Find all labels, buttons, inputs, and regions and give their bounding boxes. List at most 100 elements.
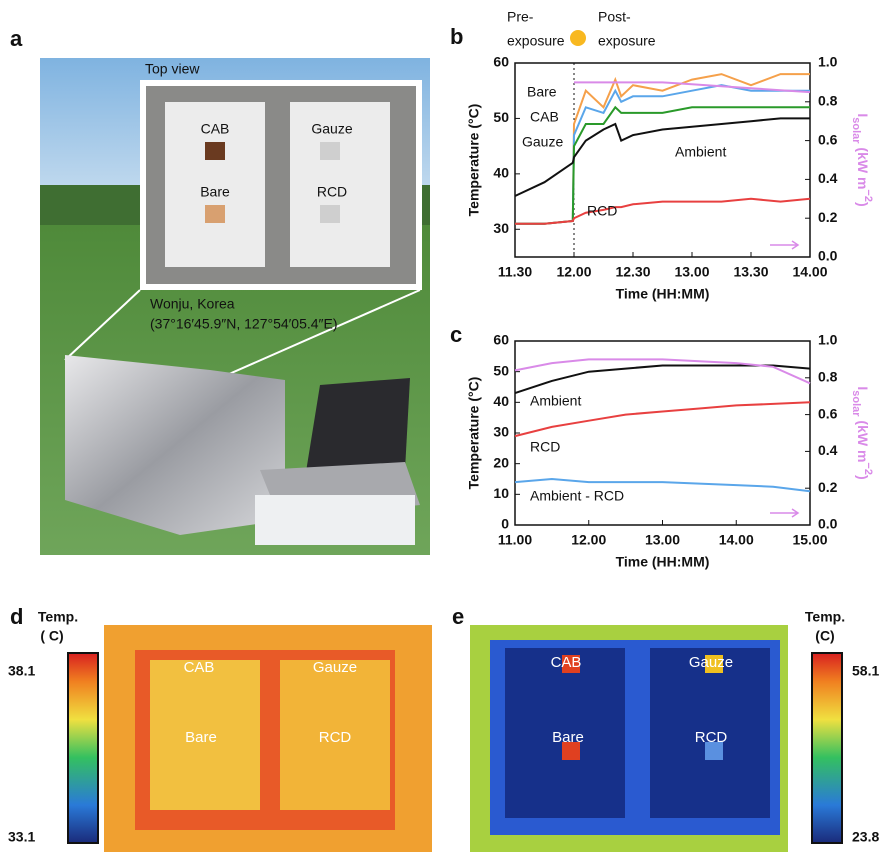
coordinates: (37°16′45.9″N, 127°54′05.4″E) bbox=[150, 316, 337, 332]
panel-letter: d bbox=[10, 604, 23, 629]
y-tick-label: 20 bbox=[493, 454, 509, 470]
y2-tick-label: 0.2 bbox=[818, 209, 838, 225]
series-line bbox=[515, 107, 810, 223]
x-tick-label: 12.00 bbox=[571, 532, 606, 548]
series-label: RCD bbox=[530, 439, 560, 455]
inset-title: Top view bbox=[145, 61, 200, 77]
sample-label: RCD bbox=[317, 184, 347, 200]
sample bbox=[205, 205, 225, 223]
photo-styrofoam bbox=[255, 495, 415, 545]
annotation: Post- bbox=[598, 9, 631, 25]
chart: 01020304050600.00.20.40.60.81.011.0012.0… bbox=[466, 332, 874, 570]
y2-tick-label: 0.8 bbox=[818, 93, 838, 109]
scale-title: Temp. bbox=[805, 609, 845, 625]
y2-axis-label-part: ) bbox=[855, 202, 871, 207]
sample-label: Gauze bbox=[313, 659, 357, 676]
y-tick-label: 30 bbox=[493, 424, 509, 440]
y-axis-label: Temperature (°C) bbox=[466, 104, 482, 217]
panel-letter: c bbox=[450, 322, 462, 347]
series-line bbox=[515, 366, 810, 394]
y-tick-label: 40 bbox=[493, 165, 509, 181]
scale-unit: (C) bbox=[815, 628, 834, 644]
x-tick-label: 13.00 bbox=[645, 532, 680, 548]
photo-box bbox=[65, 355, 285, 535]
sample-label: RCD bbox=[695, 729, 728, 746]
panel-letter: a bbox=[10, 26, 23, 51]
sample-label: Bare bbox=[552, 729, 584, 746]
axis-arrow bbox=[770, 241, 798, 249]
series-label: Ambient bbox=[530, 393, 581, 409]
y2-axis-label-part: −2 bbox=[862, 189, 874, 202]
y2-axis-label-part: (kW m bbox=[855, 417, 871, 463]
y2-tick-label: 0.6 bbox=[818, 405, 838, 421]
series-label: RCD bbox=[587, 203, 617, 219]
y2-axis-label-part: (kW m bbox=[855, 144, 871, 190]
y2-tick-label: 0.4 bbox=[818, 442, 838, 458]
y-tick-label: 50 bbox=[493, 362, 509, 378]
y2-axis-label: Isolar (kW m−2) bbox=[850, 113, 874, 206]
y2-tick-label: 0.0 bbox=[818, 516, 838, 532]
y2-tick-label: 0.8 bbox=[818, 369, 838, 385]
y2-tick-label: 1.0 bbox=[818, 54, 838, 70]
x-axis-label: Time (HH:MM) bbox=[616, 554, 710, 570]
sample-label: Bare bbox=[185, 729, 217, 746]
sample-label: CAB bbox=[184, 659, 215, 676]
scale-title: Temp. bbox=[38, 609, 78, 625]
annotation: Pre- bbox=[507, 9, 534, 25]
panel-letter: e bbox=[452, 604, 464, 629]
plot-frame bbox=[515, 63, 810, 257]
y2-tick-label: 0.6 bbox=[818, 131, 838, 147]
y-tick-label: 30 bbox=[493, 220, 509, 236]
scale-min: 33.1 bbox=[8, 829, 35, 845]
x-axis-label: Time (HH:MM) bbox=[616, 286, 710, 302]
series-label: Ambient bbox=[675, 144, 726, 160]
sample-label: CAB bbox=[551, 654, 582, 671]
series-label: CAB bbox=[530, 109, 559, 125]
y2-axis-label-part: −2 bbox=[862, 462, 874, 475]
y-tick-label: 10 bbox=[493, 485, 509, 501]
series-label: Gauze bbox=[522, 134, 563, 150]
x-tick-label: 11.00 bbox=[498, 532, 532, 548]
panel-a: a Top view CAB Gauze Bare RCD Wonju, Kor… bbox=[10, 26, 430, 555]
y2-axis-label-part: solar bbox=[850, 117, 862, 144]
colorbar bbox=[68, 653, 98, 843]
y2-axis-label-part: solar bbox=[850, 390, 862, 417]
y2-tick-label: 0.4 bbox=[818, 170, 838, 186]
annotation: exposure bbox=[507, 33, 565, 49]
figure: a Top view CAB Gauze Bare RCD Wonju, Kor… bbox=[0, 0, 895, 852]
y-tick-label: 40 bbox=[493, 393, 509, 409]
sample bbox=[320, 142, 340, 160]
scale-min: 23.8 bbox=[852, 829, 879, 845]
x-tick-label: 13.00 bbox=[674, 264, 709, 280]
series-line bbox=[515, 118, 810, 196]
y2-axis-label-part: ) bbox=[855, 475, 871, 480]
y-tick-label: 60 bbox=[493, 54, 509, 70]
series-label: Ambient - RCD bbox=[530, 488, 624, 504]
y2-tick-label: 0.0 bbox=[818, 248, 838, 264]
series-line bbox=[515, 85, 810, 224]
sample-label: Bare bbox=[200, 184, 230, 200]
panel-d: d Temp. ( C) 38.1 33.1 CAB Gauze Bare RC… bbox=[8, 604, 432, 852]
x-tick-label: 12.30 bbox=[615, 264, 650, 280]
x-tick-label: 14.00 bbox=[792, 264, 827, 280]
series-line bbox=[515, 199, 810, 224]
sample-label: Gauze bbox=[689, 654, 733, 671]
x-tick-label: 13.30 bbox=[733, 264, 768, 280]
annotation: exposure bbox=[598, 33, 656, 49]
x-tick-label: 11.30 bbox=[498, 264, 532, 280]
panel-letter: b bbox=[450, 24, 463, 49]
y-tick-label: 50 bbox=[493, 109, 509, 125]
y-axis-label: Temperature (°C) bbox=[466, 377, 482, 490]
axis-arrow bbox=[770, 509, 798, 517]
colorbar bbox=[812, 653, 842, 843]
y2-axis-label: Isolar (kW m−2) bbox=[850, 386, 874, 479]
panel-e: e CAB Gauze Bare RCD Temp. (C) 58.1 23.8 bbox=[452, 604, 879, 852]
scale-max: 58.1 bbox=[852, 663, 879, 679]
y2-tick-label: 1.0 bbox=[818, 332, 838, 348]
scale-unit: ( C) bbox=[40, 628, 63, 644]
sun-icon bbox=[570, 30, 586, 46]
sample bbox=[320, 205, 340, 223]
scale-max: 38.1 bbox=[8, 663, 35, 679]
y-tick-label: 60 bbox=[493, 332, 509, 348]
sample bbox=[205, 142, 225, 160]
